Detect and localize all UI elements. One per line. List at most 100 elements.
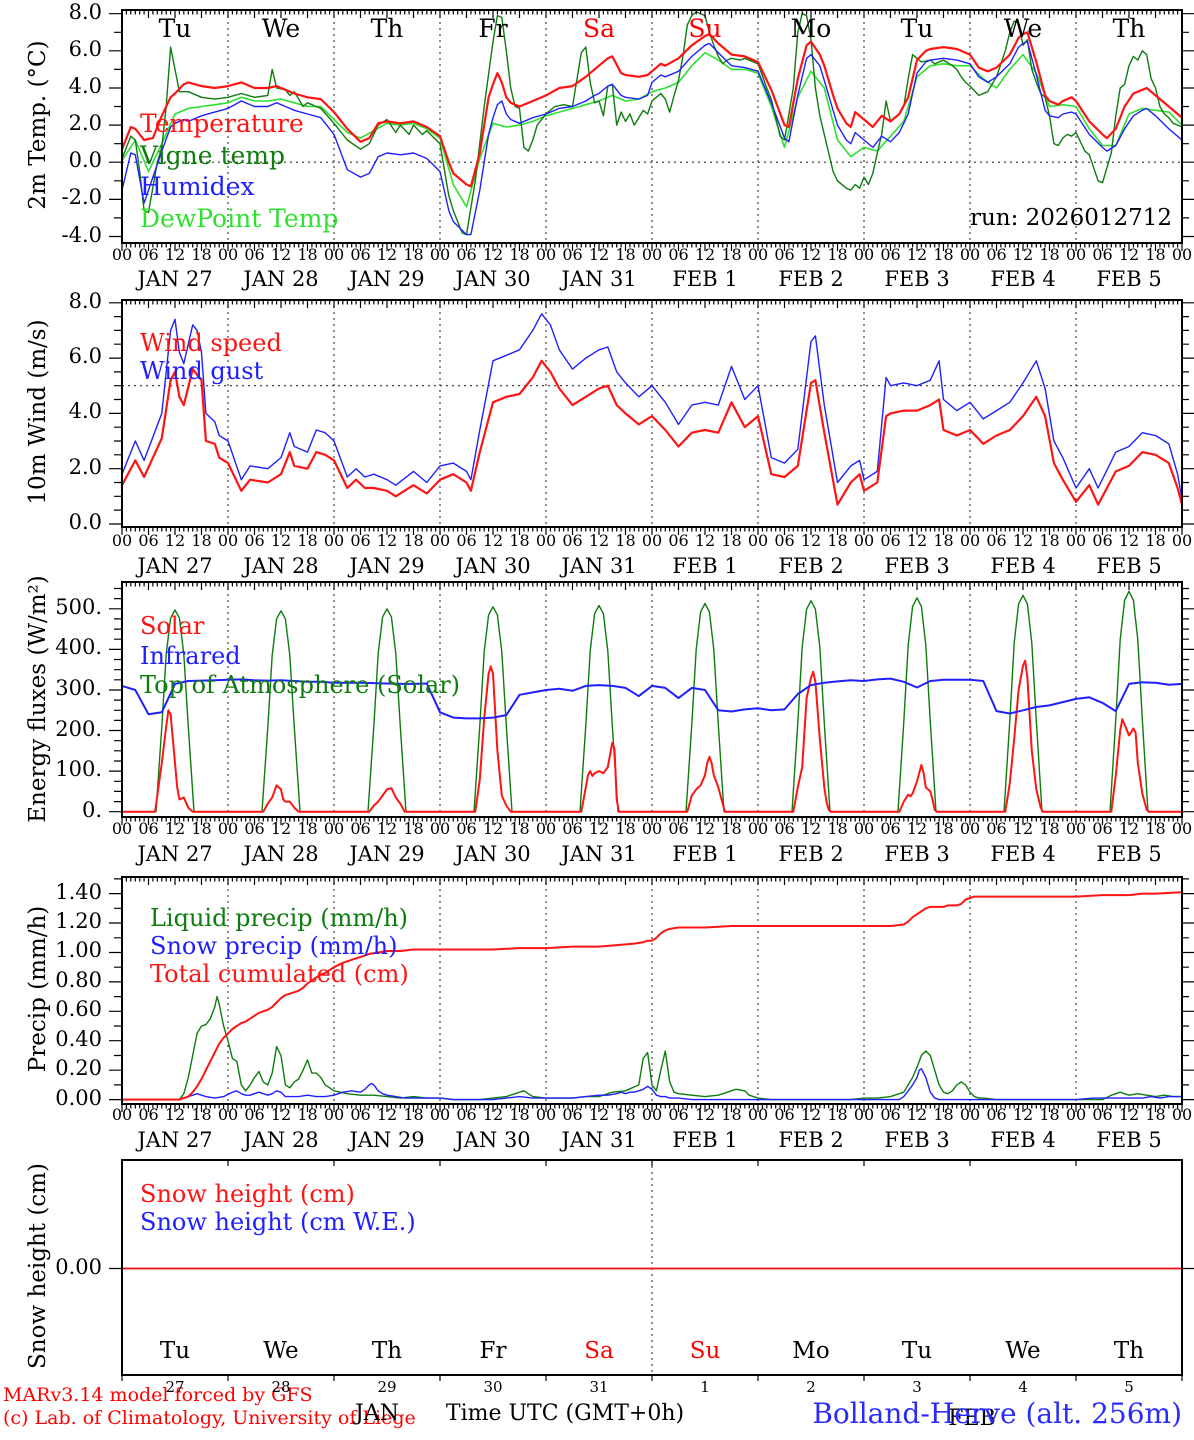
date-label: JAN 31	[561, 1128, 637, 1152]
hour-tick-label: 18	[721, 819, 742, 838]
hour-tick-label: 06	[350, 819, 371, 838]
hour-tick-label: 06	[668, 245, 689, 264]
day-name-label: We	[261, 14, 301, 43]
day-name-label: Tu	[158, 14, 192, 43]
date-label: JAN 30	[455, 1128, 531, 1152]
y-tick-label: 500.	[55, 594, 102, 619]
series-snow-precip	[122, 1068, 1182, 1101]
hour-tick-label: 06	[774, 245, 795, 264]
hour-tick-label: 18	[721, 531, 742, 550]
hour-tick-label: 12	[800, 245, 822, 264]
hour-tick-label: 12	[800, 531, 822, 550]
hour-tick-label: 12	[270, 245, 292, 264]
hour-tick-label: 18	[297, 245, 318, 264]
hour-tick-label: 00	[1065, 531, 1087, 550]
hour-tick-label: 12	[164, 819, 186, 838]
date-label: FEB 5	[1096, 1128, 1162, 1152]
hour-tick-label: 00	[1171, 531, 1193, 550]
date-label: FEB 3	[884, 842, 950, 866]
hour-tick-label: 12	[906, 245, 928, 264]
hour-tick-label: 18	[615, 531, 636, 550]
hour-tick-label: 12	[588, 245, 610, 264]
hour-tick-label: 18	[191, 531, 212, 550]
hour-tick-label: 12	[800, 819, 822, 838]
series-temperature	[122, 31, 1182, 188]
hour-tick-label: 06	[668, 531, 689, 550]
hour-tick-label: 06	[774, 1105, 795, 1124]
date-label: FEB 2	[778, 554, 844, 578]
hour-tick-label: 06	[138, 1105, 159, 1124]
series-liquid-precip	[122, 995, 1182, 1101]
y-tick-label: 0.	[81, 797, 102, 822]
day-name-label: Fr	[478, 14, 508, 43]
panel-frame	[121, 581, 1183, 818]
day-number-label: 28	[271, 1378, 291, 1396]
date-label: JAN 31	[561, 554, 637, 578]
legend-infrared: Infrared	[140, 641, 241, 670]
hour-tick-label: 18	[827, 819, 848, 838]
day-number-label: 29	[377, 1378, 397, 1396]
legend-wind-speed: Wind speed	[140, 329, 282, 357]
hour-tick-label: 06	[1092, 819, 1113, 838]
legend-wind-gust: Wind gust	[140, 357, 264, 385]
hour-tick-label: 00	[959, 531, 981, 550]
day-name-label: Tu	[159, 1338, 191, 1364]
hour-tick-label: 06	[562, 531, 583, 550]
panel-frame	[121, 876, 1183, 1105]
hour-tick-label: 06	[986, 245, 1007, 264]
hour-tick-label: 12	[588, 531, 610, 550]
y-tick-label: -2.0	[61, 185, 103, 210]
hour-tick-label: 18	[721, 1105, 742, 1124]
day-name-label: Mo	[790, 14, 832, 43]
y-tick-label: 100.	[55, 757, 102, 782]
hour-tick-label: 00	[747, 531, 769, 550]
hour-tick-label: 12	[906, 1105, 928, 1124]
hour-tick-label: 06	[562, 1105, 583, 1124]
day-name-label: Th	[370, 14, 404, 43]
panel-4	[109, 1159, 1194, 1381]
day-name-label: Tu	[901, 1338, 933, 1364]
hour-tick-label: 00	[535, 819, 557, 838]
legend-top-of-atmosphere-solar-: Top of Atmosphere (Solar)	[140, 671, 461, 699]
legend-total-cumulated-cm-: Total cumulated (cm)	[150, 960, 409, 988]
hour-tick-label: 12	[376, 245, 398, 264]
hour-tick-label: 06	[244, 531, 265, 550]
y-tick-label: 1.00	[55, 938, 102, 963]
date-label: JAN 27	[137, 554, 213, 578]
day-name-label: We	[263, 1338, 299, 1364]
y-tick-label: 200.	[55, 716, 102, 741]
hour-tick-label: 12	[694, 819, 716, 838]
hour-tick-label: 18	[615, 1105, 636, 1124]
hour-tick-label: 12	[376, 819, 398, 838]
series-total-cumulated	[122, 891, 1182, 1101]
hour-tick-label: 18	[933, 245, 954, 264]
hour-tick-label: 06	[668, 819, 689, 838]
hour-tick-label: 12	[1118, 819, 1140, 838]
hour-tick-label: 00	[1171, 1105, 1193, 1124]
hour-tick-label: 00	[217, 1105, 239, 1124]
date-label: JAN 29	[349, 267, 425, 291]
date-label: JAN 29	[349, 842, 425, 866]
day-name-label: We	[1003, 14, 1043, 43]
day-name-label: Sa	[584, 1338, 614, 1364]
hour-tick-label: 12	[164, 531, 186, 550]
series-vigne-temp	[122, 11, 1182, 236]
legend-vigne-temp: Vigne temp	[140, 140, 286, 170]
hour-tick-label: 12	[1012, 531, 1034, 550]
hour-tick-label: 18	[615, 245, 636, 264]
date-label: JAN 28	[243, 267, 319, 291]
hour-tick-label: 00	[217, 245, 239, 264]
date-label: JAN 27	[137, 1128, 213, 1152]
hour-tick-label: 18	[933, 1105, 954, 1124]
hour-tick-label: 12	[800, 1105, 822, 1124]
series-solar	[122, 659, 1182, 813]
y-tick-label: 0.0	[68, 509, 102, 534]
hour-tick-label: 00	[535, 1105, 557, 1124]
y-tick-label: 8.0	[68, 0, 102, 24]
hour-tick-label: 06	[456, 531, 477, 550]
hour-tick-label: 18	[1039, 245, 1060, 264]
series-infrared	[122, 677, 1182, 720]
date-label: FEB 5	[1096, 842, 1162, 866]
legend-snow-height-cm-: Snow height (cm)	[140, 1180, 355, 1208]
